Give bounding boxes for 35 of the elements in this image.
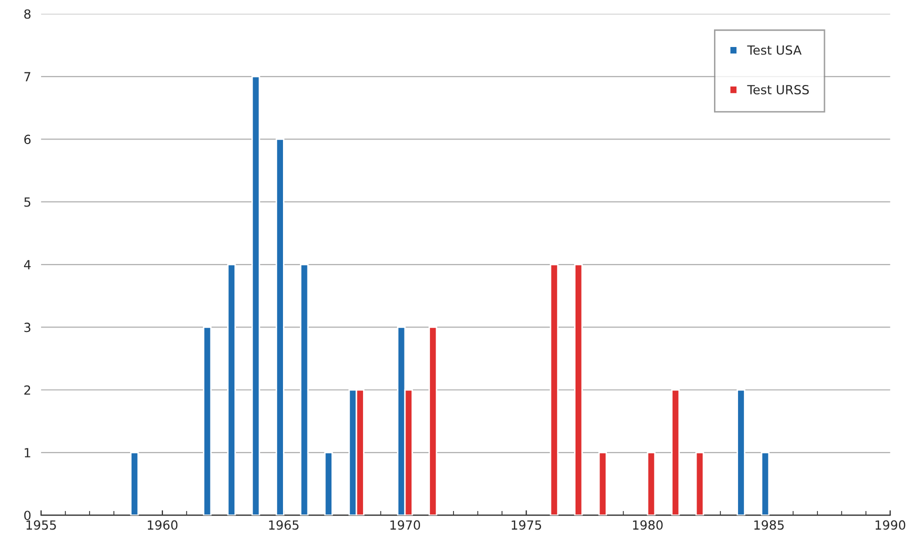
x-tick-label: 1990 (876, 520, 906, 530)
x-tick-label: 1980 (633, 520, 663, 530)
bar (324, 452, 333, 516)
bar (646, 452, 656, 516)
bar (736, 389, 746, 516)
bar (671, 389, 680, 516)
bar (300, 264, 309, 516)
bar (428, 326, 438, 516)
bar (227, 264, 236, 516)
x-tick-label: 1965 (269, 520, 298, 530)
bar (276, 138, 284, 516)
x-tick-label: 1955 (26, 520, 56, 530)
bar (251, 76, 260, 516)
bar (202, 326, 212, 516)
bar (130, 452, 139, 516)
bar (695, 452, 704, 516)
y-tick-label: 0 (24, 510, 31, 520)
y-tick-label: 8 (24, 9, 31, 19)
x-tick-label: 1970 (390, 520, 420, 530)
y-tick-label: 6 (24, 134, 31, 144)
y-tick-label: 1 (24, 448, 30, 458)
bar (574, 264, 583, 516)
y-tick-label: 5 (24, 198, 30, 207)
y-tick-label: 7 (24, 72, 30, 82)
x-tick-label: 1975 (512, 520, 542, 530)
y-tick-label: 2 (24, 385, 30, 395)
legend-label: Test URSS (747, 84, 809, 94)
legend-label: Test USA (747, 45, 802, 55)
x-tick-label: 1985 (754, 520, 784, 530)
y-tick-label: 4 (24, 260, 31, 270)
bar (760, 452, 770, 516)
bar (550, 264, 559, 516)
x-tick-label: 1960 (148, 520, 178, 530)
bar (598, 452, 608, 516)
y-tick-label: 3 (24, 322, 30, 332)
